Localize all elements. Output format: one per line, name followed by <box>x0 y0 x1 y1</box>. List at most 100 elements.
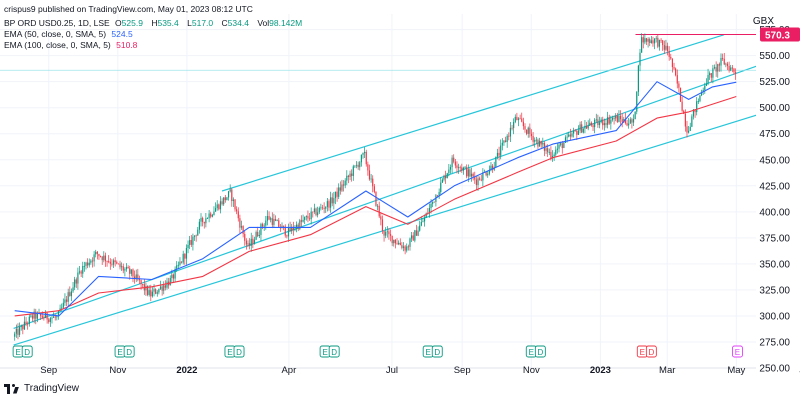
candle-body <box>603 123 605 126</box>
candle-body <box>182 253 184 263</box>
candle-body <box>454 161 456 166</box>
event-badge-label: D <box>537 348 543 357</box>
price-tick-label: 300.00 <box>759 311 790 322</box>
candle-body <box>104 255 107 262</box>
candle-body <box>169 277 171 286</box>
candle-body <box>101 256 103 261</box>
candle-body <box>694 109 696 113</box>
candle-body <box>671 58 674 68</box>
price-tick-label: 425.00 <box>759 181 790 192</box>
time-tick-label: Nov <box>109 365 126 376</box>
candle-body <box>202 217 204 222</box>
candle-body <box>224 197 226 201</box>
candle-body <box>31 315 34 319</box>
candle-body <box>545 148 547 151</box>
candle-body <box>548 151 550 153</box>
candle-body <box>56 316 58 318</box>
candle-body <box>64 299 66 303</box>
candle-body <box>83 265 85 267</box>
candle-body <box>710 73 712 78</box>
candle-body <box>459 167 461 169</box>
candle-body <box>146 286 149 295</box>
candle-body <box>36 313 39 319</box>
candle-body <box>321 207 324 209</box>
candle-body <box>577 130 580 135</box>
candle-body <box>734 72 737 74</box>
candle-body <box>67 292 69 302</box>
candle-body <box>441 179 443 183</box>
candle-body <box>190 240 192 245</box>
candle-body <box>342 184 345 186</box>
close-value: C534.4 <box>221 18 249 28</box>
candle-body <box>731 67 733 69</box>
candle-body <box>378 205 380 217</box>
candle-body <box>438 192 440 197</box>
candle-body <box>623 118 625 123</box>
candle-body <box>349 173 351 177</box>
time-tick-label: Sep <box>40 365 57 376</box>
candle-body <box>616 115 618 122</box>
candle-body <box>189 240 191 245</box>
candle-body <box>718 64 720 66</box>
candle-body <box>535 139 537 141</box>
candle-body <box>46 312 48 320</box>
candle-body <box>386 231 388 233</box>
candle-body <box>526 129 528 134</box>
candle-body <box>420 221 422 226</box>
candle-body <box>428 208 431 214</box>
candle-body <box>443 175 445 180</box>
candle-body <box>211 214 213 217</box>
candle-body <box>472 173 474 177</box>
candle-body <box>122 266 124 271</box>
candle-body <box>159 286 162 289</box>
price-tick-label: 275.00 <box>759 337 790 348</box>
candle-body <box>589 122 591 126</box>
candle-body <box>244 233 246 241</box>
candle-body <box>637 65 639 92</box>
candle-body <box>226 197 228 201</box>
candle-body <box>506 135 508 142</box>
candle-body <box>289 227 291 232</box>
candle-body <box>331 197 333 204</box>
candle-body <box>422 221 424 223</box>
candle-body <box>498 152 500 156</box>
candle-body <box>631 119 633 123</box>
trend-channel-upper <box>221 34 725 192</box>
tradingview-brand[interactable]: TradingView <box>4 383 79 394</box>
candle-body <box>33 311 35 319</box>
candle-body <box>195 235 197 237</box>
time-tick-label: Jul <box>386 365 398 376</box>
candle-body <box>362 153 364 155</box>
candle-body <box>88 262 90 266</box>
candle-body <box>192 236 194 245</box>
candle-body <box>28 316 30 324</box>
candle-body <box>103 255 105 261</box>
candle-body <box>676 75 678 84</box>
candle-body <box>208 213 210 219</box>
candle-body <box>584 126 586 129</box>
candle-body <box>684 113 686 127</box>
candle-body <box>411 235 413 239</box>
candle-body <box>530 133 533 137</box>
candle-body <box>239 218 241 228</box>
event-badge <box>233 345 245 358</box>
candle-body <box>323 208 325 209</box>
resistance-price-tag <box>760 27 800 42</box>
candle-body <box>255 232 257 240</box>
candle-body <box>597 119 599 126</box>
candle-body <box>713 67 716 69</box>
candle-body <box>540 140 542 145</box>
candle-body <box>602 119 604 126</box>
candle-body <box>660 39 662 41</box>
ema50-line <box>14 81 737 317</box>
candle-body <box>249 243 251 246</box>
candle-body <box>265 220 267 226</box>
candle-body <box>334 191 337 199</box>
candle-body <box>720 57 722 66</box>
time-tick-label: Nov <box>523 365 540 376</box>
time-tick-label: 2023 <box>590 365 611 376</box>
candle-body <box>117 263 120 265</box>
candle-body <box>252 238 254 244</box>
candle-body <box>644 38 646 43</box>
